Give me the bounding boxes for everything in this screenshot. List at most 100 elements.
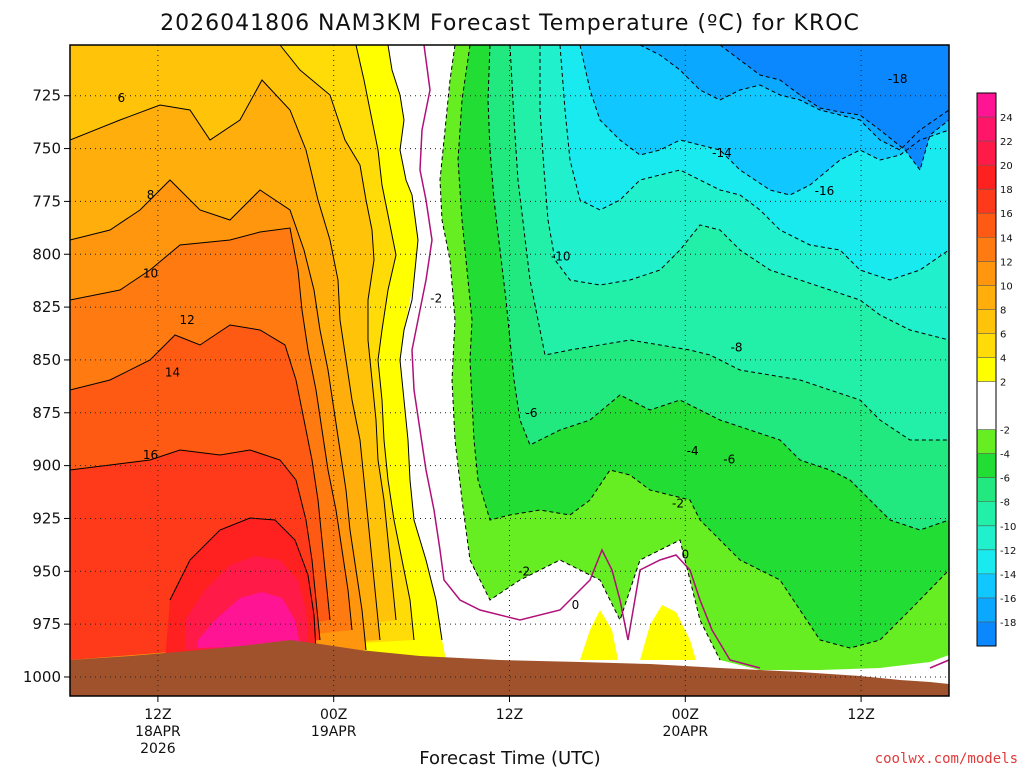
contour-label: -4 — [687, 444, 699, 458]
y-tick-label: 750 — [32, 140, 61, 158]
contour-line — [70, 449, 321, 641]
cold-contours — [439, 45, 949, 661]
colorbar-tick-label: -16 — [1000, 594, 1016, 605]
x-tick-label: 00Z — [320, 707, 347, 723]
colorbar-tick-label: 18 — [1000, 185, 1013, 196]
contour-line — [579, 45, 949, 196]
colorbar-band — [977, 453, 996, 478]
x-tick-label: 19APR — [311, 724, 357, 740]
y-tick-label: 875 — [32, 404, 61, 422]
contour-label: -6 — [723, 452, 735, 466]
x-tick-label: 20APR — [663, 724, 709, 740]
colorbar-band — [977, 237, 996, 262]
colorbar-band — [977, 597, 996, 622]
colorbar-tick-label: -8 — [1000, 498, 1010, 509]
plot-area — [70, 45, 949, 696]
colorbar-tick-label: 16 — [1000, 209, 1013, 220]
colorbar-tick-label: 6 — [1000, 329, 1006, 340]
colorbar-tick-label: 14 — [1000, 233, 1013, 244]
contour-line — [411, 45, 761, 669]
colorbar-band — [977, 213, 996, 238]
surface-warm-spot-1 — [580, 610, 618, 660]
colorbar-band — [977, 261, 996, 286]
colorbar-band — [977, 165, 996, 190]
contour-labels: 6 8 10 12 14 16 -2 -6 -10 -14 -8 -16 -18 -4 -6 -2 0 -2 0 — [117, 72, 908, 612]
contour-line — [509, 45, 949, 441]
colorbar-tick-label: 4 — [1000, 353, 1006, 364]
y-tick-label: 800 — [32, 245, 61, 263]
contour-line — [355, 45, 415, 641]
contour-line — [559, 45, 949, 281]
colorbar-band — [977, 477, 996, 502]
warm-band-24 — [198, 592, 300, 648]
colorbar-band — [977, 429, 996, 454]
colorbar-tick-label: -14 — [1000, 570, 1016, 581]
colorbar-band — [977, 333, 996, 358]
colorbar-tick-label: 22 — [1000, 137, 1013, 148]
colorbar-tick-label: 8 — [1000, 305, 1006, 316]
terrain-surface — [70, 640, 949, 696]
colorbar-band — [977, 525, 996, 550]
x-tick-label: 2026 — [140, 741, 176, 757]
grid — [70, 45, 949, 696]
y-tick-label: 975 — [32, 615, 61, 633]
colorbar-tick-label: -2 — [1000, 426, 1010, 437]
colorbar-band — [977, 381, 996, 430]
colorbar-tick-label: 12 — [1000, 257, 1013, 268]
contour-label: 6 — [117, 91, 125, 105]
colorbar: 24 22 20 18 16 14 12 10 8 6 4 2 -2 -4 -6 -8 -10 -12 -14 -16… — [976, 92, 1016, 647]
contour-line — [487, 45, 949, 531]
colorbar-tick-label: -18 — [1000, 618, 1016, 629]
contour-line — [719, 45, 949, 172]
contour-line — [169, 517, 317, 651]
x-tick-label: 12Z — [496, 707, 523, 723]
contour-label: -18 — [888, 72, 908, 86]
y-tick-label: 1000 — [23, 668, 61, 686]
contour-label: 12 — [180, 313, 195, 327]
near-freezing-band — [404, 45, 470, 600]
colorbar-band — [977, 501, 996, 526]
y-tick-label: 775 — [32, 192, 61, 210]
colorbar-band — [977, 573, 996, 598]
cold-band-minus18 — [720, 45, 949, 170]
x-tick-label: 12Z — [144, 707, 171, 723]
y-tick-label: 950 — [32, 562, 61, 580]
contour-line — [539, 45, 949, 341]
contour-label: 0 — [681, 547, 689, 561]
contour-label: 0 — [572, 598, 580, 612]
x-tick-label: 00Z — [672, 707, 699, 723]
warm-contours — [70, 45, 443, 651]
credit-text: coolwx.com/models — [875, 751, 1018, 767]
contour-line — [70, 227, 353, 631]
y-tick-label: 725 — [32, 87, 61, 105]
y-axis: 725 750 775 800 825 850 875 900 925 950 975 1000 — [23, 87, 70, 686]
contour-label: 10 — [143, 266, 158, 280]
contour-line — [70, 179, 367, 651]
colorbar-tick-label: 20 — [1000, 161, 1013, 172]
y-tick-label: 925 — [32, 509, 61, 527]
colorbar-tick-label: 2 — [1000, 378, 1006, 389]
colorbar-tick-label: -6 — [1000, 474, 1010, 485]
contour-label: -8 — [731, 340, 743, 354]
colorbar-tick-label: -12 — [1000, 546, 1016, 557]
contour-label: -6 — [525, 406, 537, 420]
contour-label: -14 — [712, 146, 732, 160]
contour-label: -2 — [430, 292, 442, 306]
colorbar-tick-label: 10 — [1000, 281, 1013, 292]
colorbar-band — [977, 549, 996, 574]
contour-line — [70, 324, 331, 621]
contour-line — [439, 45, 721, 661]
colorbar-band — [977, 93, 996, 118]
colorbar-band — [977, 189, 996, 214]
colorbar-frame — [976, 92, 997, 647]
x-tick-label: 12Z — [847, 707, 874, 723]
contour-label: -16 — [815, 184, 835, 198]
contour-line — [639, 45, 949, 151]
contour-label: 14 — [165, 366, 180, 380]
colorbar-band — [977, 141, 996, 166]
contour-line — [387, 45, 443, 641]
colorbar-tick-label: -4 — [1000, 450, 1010, 461]
contour-line — [279, 45, 397, 621]
